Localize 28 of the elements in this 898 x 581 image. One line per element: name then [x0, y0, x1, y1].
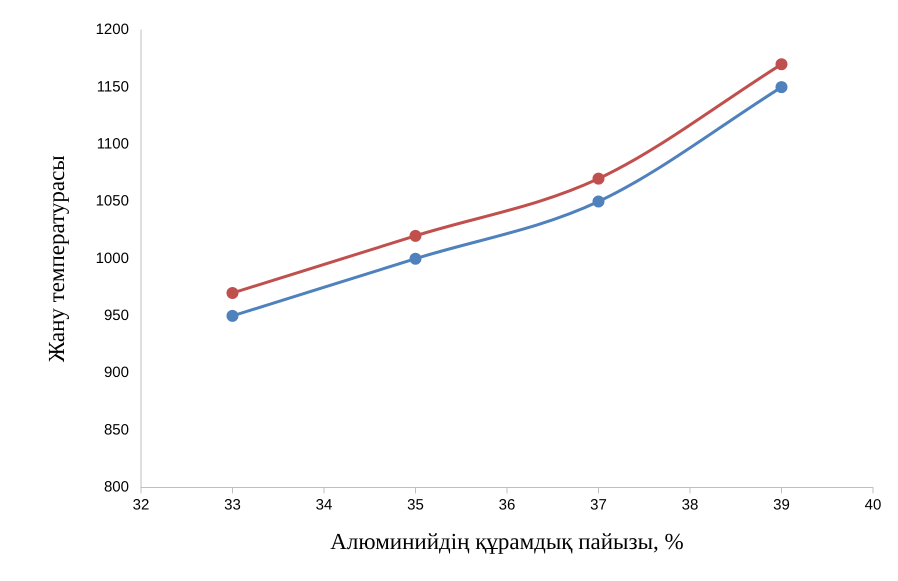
y-tick-label: 950	[104, 307, 129, 324]
y-tick-label: 1100	[96, 135, 129, 152]
x-tick-label: 32	[132, 496, 150, 514]
point	[592, 172, 604, 185]
point	[226, 287, 238, 300]
y-tick-label: 1200	[96, 21, 129, 38]
y-tick-label: 900	[104, 364, 129, 382]
x-tick-label: 39	[773, 496, 790, 514]
x-axis-title: Алюминийдің құрамдық пайызы, %	[330, 529, 684, 554]
x-tick-label: 36	[498, 496, 516, 514]
x-tick-label: 34	[316, 496, 332, 514]
point	[409, 230, 422, 242]
y-tick-label: 1000	[96, 250, 129, 267]
x-tick-label: 40	[864, 496, 882, 514]
point	[775, 81, 788, 94]
y-axis-title: Жану температурасы	[44, 155, 69, 362]
x-tick-label: 33	[224, 496, 241, 514]
x-tick-label: 38	[682, 496, 698, 514]
y-tick-label: 1050	[96, 192, 129, 210]
point	[409, 252, 422, 265]
point	[226, 310, 238, 322]
x-tick-label: 35	[407, 496, 424, 514]
y-tick-label: 1150	[96, 78, 129, 96]
point	[592, 196, 604, 208]
point	[775, 58, 788, 70]
x-tick-label: 37	[590, 496, 607, 514]
y-tick-label: 850	[104, 421, 129, 438]
y-tick-label: 800	[104, 478, 129, 496]
